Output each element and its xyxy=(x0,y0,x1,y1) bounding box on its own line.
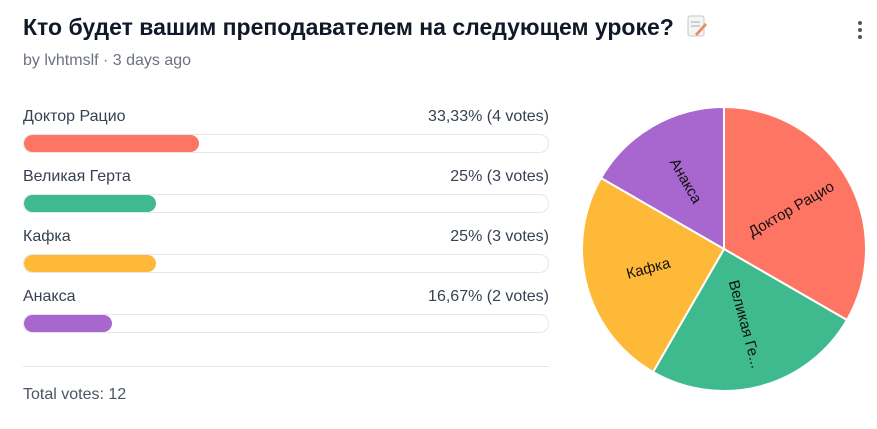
title-text: Кто будет вашим преподавателем на следую… xyxy=(23,14,674,40)
progress-track xyxy=(23,194,549,213)
pie-slice xyxy=(723,105,867,322)
progress-track xyxy=(23,314,549,333)
option-result: 33,33% (4 votes) xyxy=(428,108,549,125)
memo-icon xyxy=(687,15,708,37)
byline: by lvhtmslf · 3 days ago xyxy=(23,52,192,69)
option-name: Анакса xyxy=(23,288,76,305)
progress-bar xyxy=(24,195,156,212)
progress-bar xyxy=(24,135,200,152)
progress-bar xyxy=(24,315,112,332)
option-result: 16,67% (2 votes) xyxy=(428,288,549,305)
option-result: 25% (3 votes) xyxy=(450,228,549,245)
pie-slice xyxy=(581,176,726,374)
progress-track xyxy=(23,254,549,273)
option-name: Кафка xyxy=(23,228,71,245)
progress-bar xyxy=(24,255,156,272)
pie-slice xyxy=(599,105,725,251)
option-name: Великая Герта xyxy=(23,168,131,185)
option-name: Доктор Рацио xyxy=(23,108,126,125)
poll-title: Кто будет вашим преподавателем на следую… xyxy=(23,14,708,41)
total-votes: Total votes: 12 xyxy=(23,386,127,403)
divider xyxy=(23,366,549,367)
menu-button[interactable] xyxy=(852,20,868,40)
option-result: 25% (3 votes) xyxy=(450,168,549,185)
pie-slice xyxy=(651,247,849,392)
progress-track xyxy=(23,134,549,153)
